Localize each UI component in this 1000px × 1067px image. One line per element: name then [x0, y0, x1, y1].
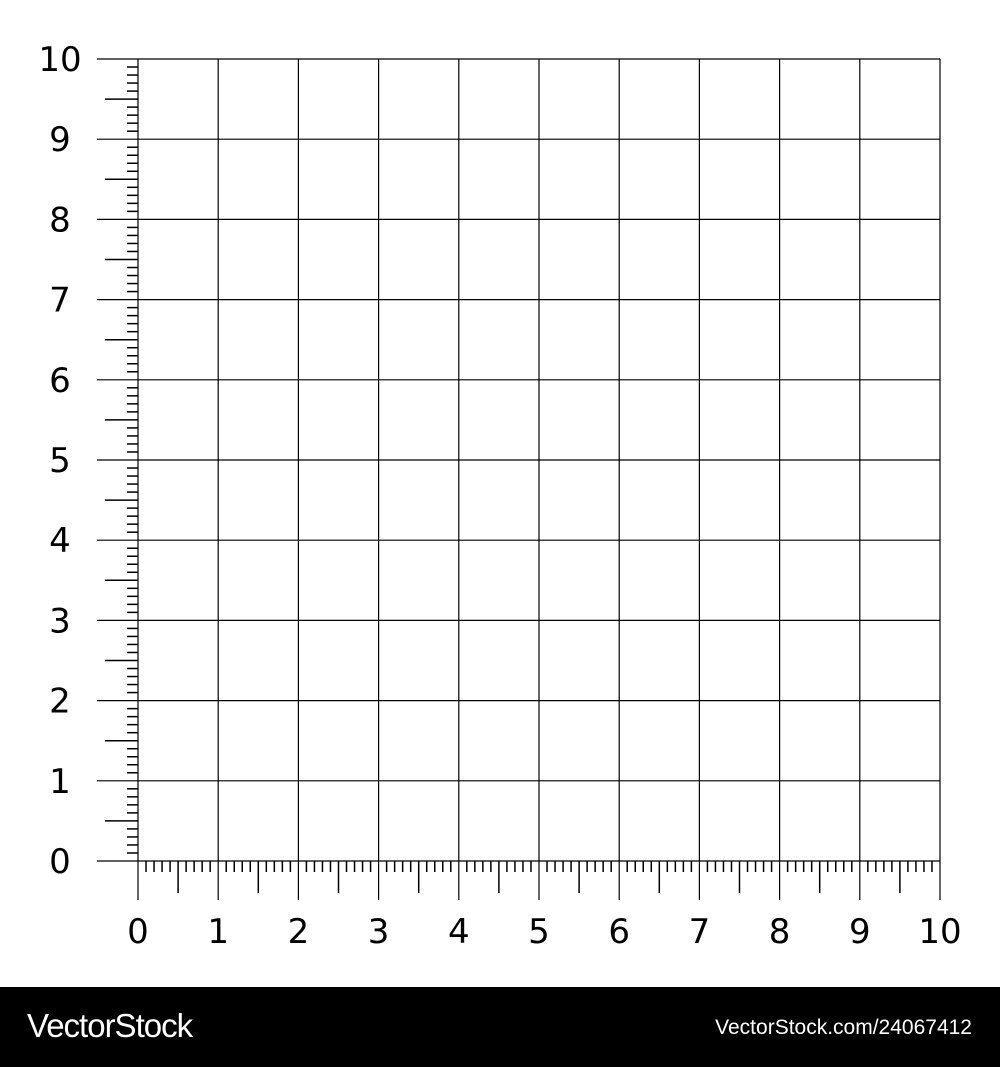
x-tick-label: 3 [368, 912, 390, 952]
grid-chart: 0 1 2 3 4 5 6 7 8 9 10 0 1 2 3 4 5 6 7 8 9 10 [38, 40, 961, 952]
x-tick-label: 0 [127, 912, 149, 952]
x-tick-label: 8 [769, 912, 791, 952]
x-tick-label: 10 [918, 912, 961, 952]
x-tick-label: 5 [528, 912, 550, 952]
image-url: VectorStock.com/24067412 [715, 1016, 972, 1039]
grid-lines [97, 58, 941, 900]
y-tick-label: 0 [49, 842, 71, 882]
x-tick-label: 9 [849, 912, 871, 952]
y-tick-label: 6 [49, 361, 71, 401]
y-tick-label: 7 [49, 281, 71, 321]
y-tick-label: 5 [49, 441, 71, 481]
tick-labels: 0 1 2 3 4 5 6 7 8 9 10 0 1 2 3 4 5 6 7 8 9 10 [38, 40, 961, 952]
y-tick-label: 8 [49, 200, 71, 240]
watermark-footer: VectorStock VectorStock.com/24067412 [0, 987, 1000, 1067]
x-tick-label: 4 [448, 912, 470, 952]
y-tick-label: 10 [38, 40, 81, 80]
y-tick-label: 4 [49, 521, 71, 561]
axis-ticks [105, 66, 933, 893]
y-tick-label: 9 [49, 120, 71, 160]
y-tick-label: 3 [49, 601, 71, 641]
brand-logo: VectorStock [27, 1007, 193, 1044]
y-tick-label: 1 [49, 762, 71, 802]
x-tick-label: 7 [689, 912, 711, 952]
y-tick-label: 2 [49, 682, 71, 722]
x-tick-label: 2 [288, 912, 310, 952]
x-tick-label: 6 [608, 912, 630, 952]
x-tick-label: 1 [207, 912, 229, 952]
